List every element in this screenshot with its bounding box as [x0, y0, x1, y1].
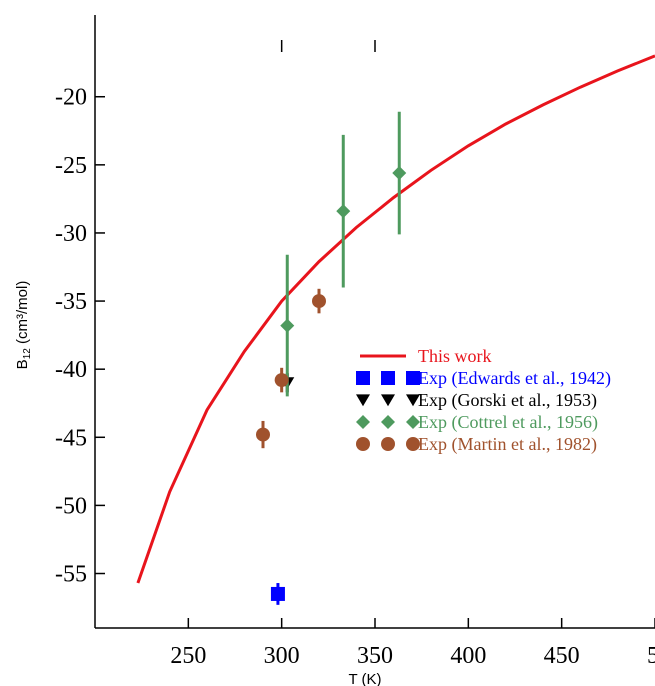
plot-frame	[94, 15, 655, 629]
y-axis-title: B12 (cm³/mol)	[14, 281, 33, 370]
y-tick-label: -55	[55, 562, 87, 588]
y-tick-label: -30	[55, 221, 87, 247]
legend-swatch-diamond	[406, 415, 420, 429]
data-point-diamond	[280, 318, 295, 333]
data-point-circle	[256, 427, 270, 442]
data-point-circle	[274, 373, 289, 388]
legend-swatch-triangle	[356, 394, 370, 407]
legend-swatch-circle	[406, 437, 420, 451]
legend-swatch-circle	[356, 437, 370, 451]
legend-label: This work	[418, 346, 492, 366]
y-tick-label: -40	[55, 357, 87, 383]
legend-swatch-square	[381, 371, 395, 385]
x-axis-title: T (K)	[348, 671, 381, 686]
points-layer	[256, 111, 407, 605]
series-line-this-work	[136, 54, 655, 584]
data-point-diamond	[392, 166, 407, 181]
legend-label: Exp (Gorski et al., 1953)	[418, 390, 597, 411]
x-tick-label: 300	[264, 643, 300, 669]
legend-swatch-square	[356, 371, 370, 385]
axis-ticks: -20 -25 -30 -35 -40 -45 -50 -55 250 300 350 400 450 5	[55, 40, 655, 669]
legend-label: Exp (Edwards et al., 1942)	[418, 368, 611, 389]
legend-swatch-diamond	[356, 415, 370, 429]
data-point-square	[270, 586, 285, 601]
legend-swatch-triangle	[381, 394, 395, 407]
legend-swatch-triangle	[406, 394, 420, 407]
x-tick-label: 350	[357, 643, 393, 669]
data-point-circle	[312, 294, 326, 309]
x-tick-label: 250	[170, 643, 206, 669]
legend-swatch-circle	[381, 437, 395, 451]
legend-label: Exp (Cottrel et al., 1956)	[418, 412, 598, 433]
y-tick-label: -20	[55, 85, 87, 111]
legend-swatch-diamond	[381, 415, 395, 429]
x-tick-label: 450	[544, 643, 580, 669]
y-axis-title-subscript: 12	[22, 348, 33, 360]
x-tick-label: 400	[450, 643, 486, 669]
curve-layer	[136, 54, 655, 584]
legend-swatch-square	[406, 371, 420, 385]
legend-label: Exp (Martin et al., 1982)	[418, 434, 597, 455]
x-tick-label: 5	[647, 643, 655, 669]
data-point-diamond	[336, 204, 351, 219]
y-axis-title-main: B	[14, 359, 31, 369]
y-tick-label: -45	[55, 425, 87, 451]
y-tick-label: -35	[55, 289, 87, 315]
y-tick-label: -50	[55, 493, 87, 519]
y-tick-label: -25	[55, 153, 87, 179]
y-axis-title-unit: (cm³/mol)	[14, 281, 31, 349]
